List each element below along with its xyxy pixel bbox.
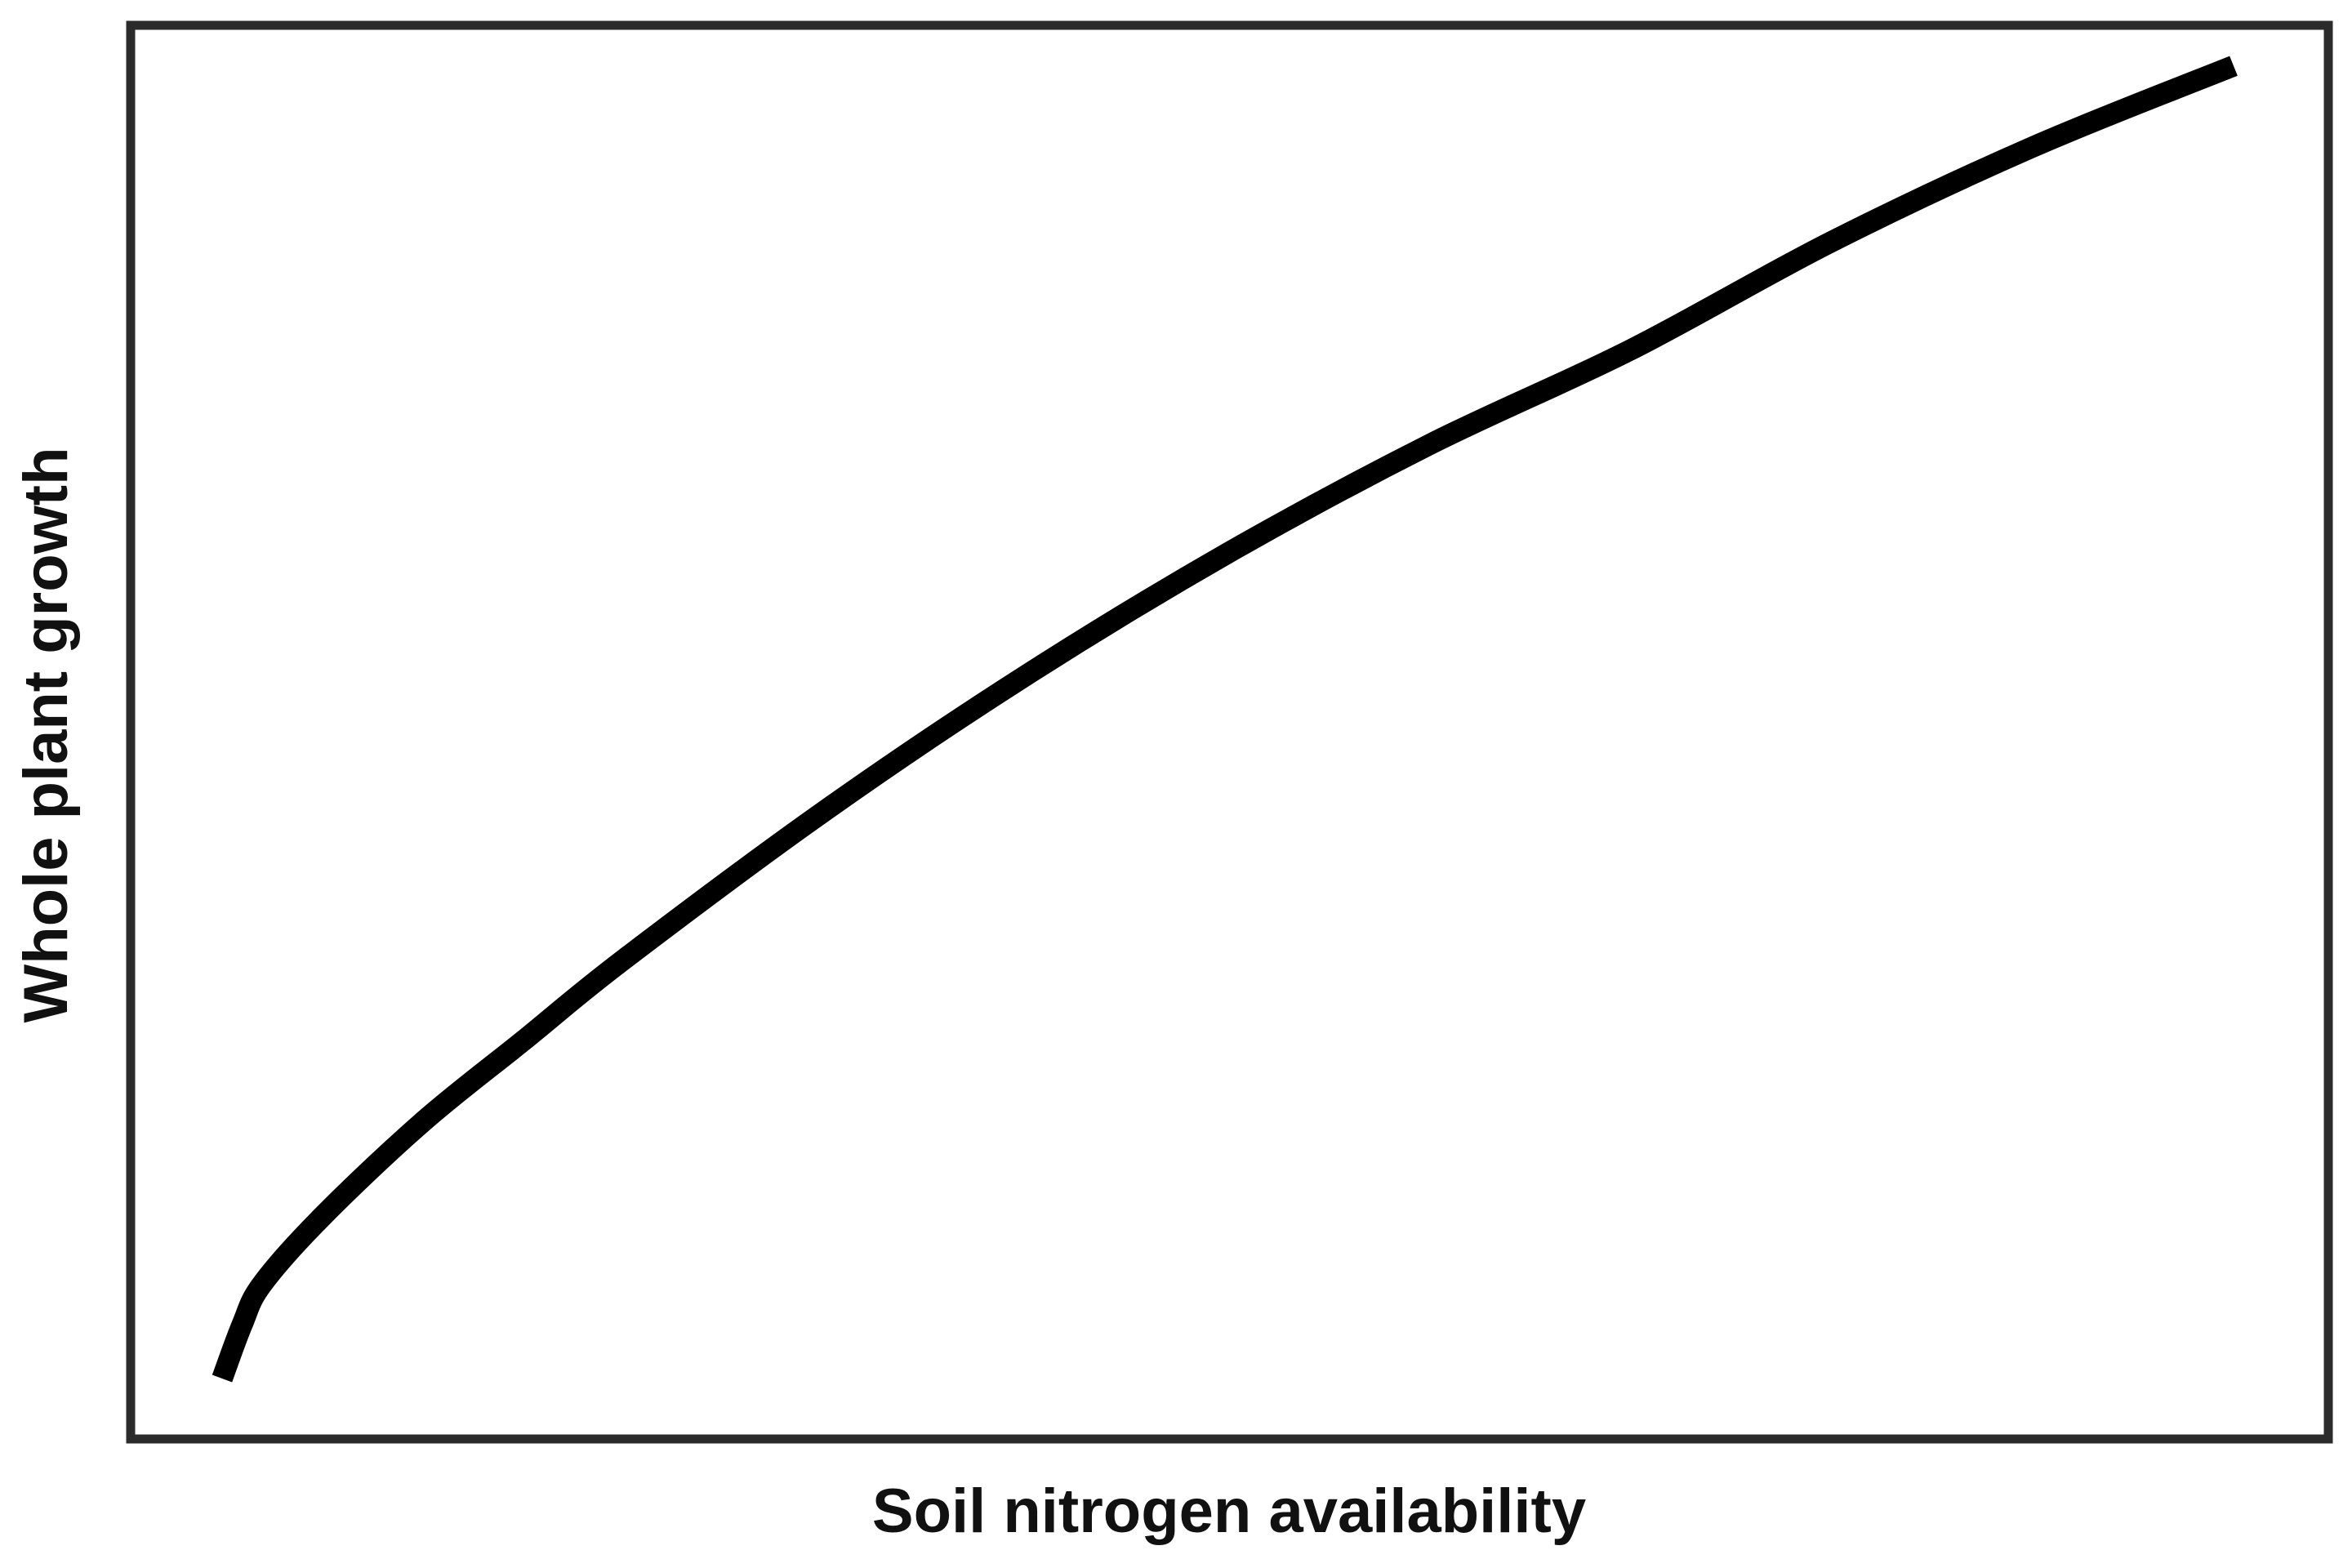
plot-frame (126, 20, 2333, 1444)
series-line-0 (212, 56, 2238, 1383)
x-axis-title: Soil nitrogen availability (872, 1477, 1586, 1546)
y-axis-title: Whole plant growth (11, 447, 81, 1022)
series-layer (212, 56, 2238, 1383)
